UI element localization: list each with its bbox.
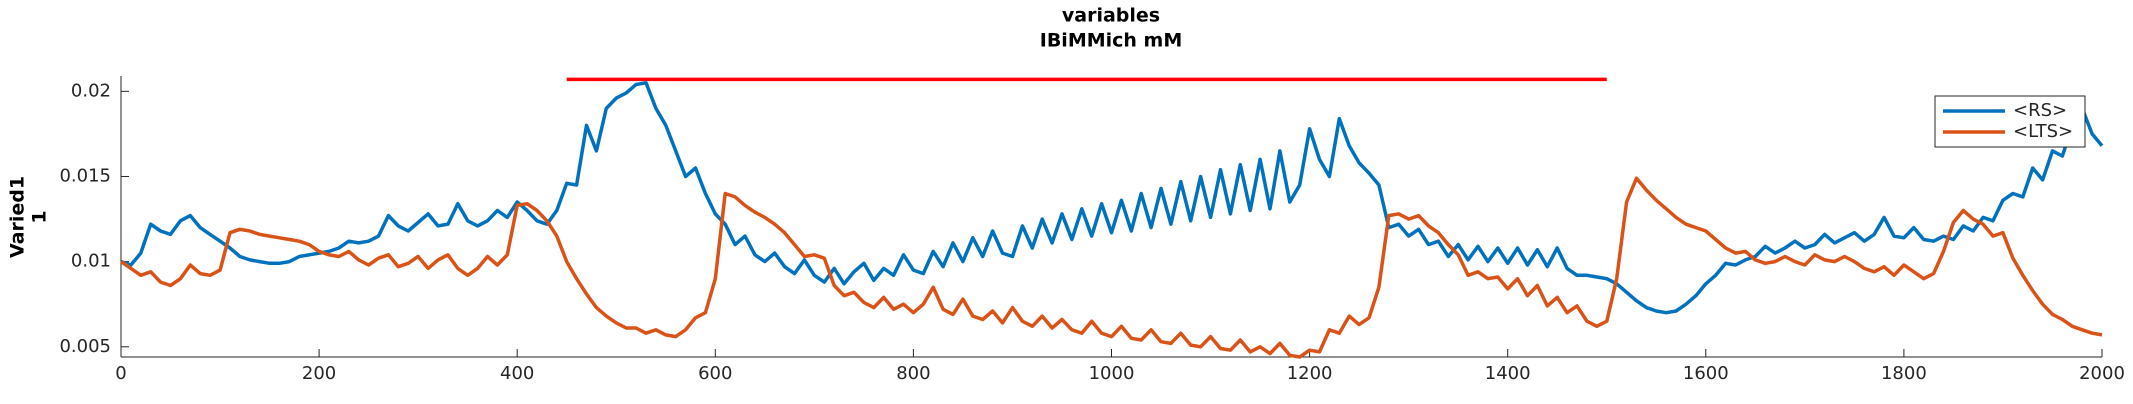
- series-line: [120, 81, 2104, 315]
- y-tick-label: 0.015: [59, 165, 111, 186]
- legend-label: <LTS>: [2013, 121, 2073, 142]
- chart-title: variables: [1062, 5, 1160, 27]
- x-tick-label: 800: [896, 363, 930, 384]
- chart-subtitle: IBiMMich mM: [1040, 30, 1183, 52]
- x-tick-label: 1800: [1881, 363, 1927, 384]
- y-axis-label: 1: [29, 210, 51, 223]
- x-tick-label: 600: [698, 363, 732, 384]
- legend-box: [1934, 95, 2086, 148]
- x-tick-label: 1400: [1485, 363, 1531, 384]
- x-tick-label: 0: [115, 363, 126, 384]
- x-tick-label: 1000: [1089, 363, 1135, 384]
- x-tick-label: 200: [302, 363, 336, 384]
- y-tick-label: 0.005: [59, 336, 111, 357]
- x-tick-label: 2000: [2079, 363, 2125, 384]
- y-axis-label: Varied1: [7, 176, 29, 258]
- x-tick-label: 1200: [1287, 363, 1333, 384]
- series-line: [120, 176, 2103, 359]
- y-tick-label: 0.02: [71, 80, 111, 101]
- y-tick-label: 0.01: [71, 251, 111, 272]
- x-tick-label: 1600: [1683, 363, 1729, 384]
- legend-label: <RS>: [2013, 100, 2067, 121]
- x-tick-label: 400: [500, 363, 534, 384]
